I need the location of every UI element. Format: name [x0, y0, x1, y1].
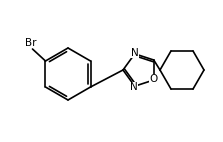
Text: N: N — [130, 82, 138, 92]
Text: O: O — [150, 75, 158, 84]
Text: N: N — [131, 48, 139, 58]
Text: Br: Br — [25, 38, 36, 48]
